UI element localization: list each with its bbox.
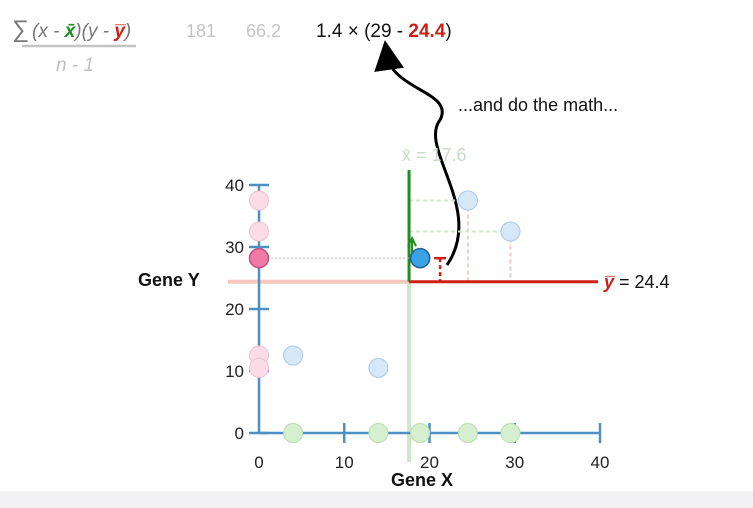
data-point-highlight xyxy=(409,247,431,269)
x-projection-point xyxy=(410,423,431,443)
sum-symbol: ∑ xyxy=(12,16,29,43)
covariance-formula: ∑ (x - x̄)(y - y̅) n - 1 xyxy=(12,16,136,76)
current-term: 1.4 × (29 - 24.4) xyxy=(316,21,452,42)
annotation-text: ...and do the math... xyxy=(458,95,618,115)
covariance-diagram: ∑ (x - x̄)(y - y̅) n - 1 181 66.2 1.4 × … xyxy=(12,16,670,490)
x-projection-point xyxy=(368,423,389,443)
formula-y-part: )(y - xyxy=(73,21,114,42)
current-term-prefix: 1.4 × (29 - xyxy=(316,21,408,42)
formula-denominator: n - 1 xyxy=(56,55,94,76)
x-projection-point xyxy=(457,423,478,443)
mean-y-value: = 24.4 xyxy=(614,272,670,292)
y-projection-point xyxy=(249,190,269,211)
running-value-2: 66.2 xyxy=(246,21,281,41)
formula-close: ) xyxy=(123,21,131,42)
x-tick-label-40: 40 xyxy=(591,453,610,472)
curved-arrow xyxy=(374,40,461,266)
data-point xyxy=(500,221,521,242)
x-projection-point xyxy=(500,423,521,443)
current-term-highlight: 24.4 xyxy=(408,21,445,42)
y-projection-point xyxy=(249,357,269,378)
y-tick-label-40: 40 xyxy=(225,176,244,195)
running-value-1: 181 xyxy=(186,21,216,41)
mean-x-label: x̄ = 17.6 xyxy=(402,145,467,165)
data-point xyxy=(457,190,478,211)
y-tick-label-20: 20 xyxy=(225,300,244,319)
data-point xyxy=(368,357,389,378)
bottom-strip xyxy=(0,491,753,508)
x-tick-label-20: 20 xyxy=(420,453,439,472)
y-projection-point xyxy=(249,221,269,242)
x-dev-arrowhead xyxy=(407,235,417,247)
formula-numerator: (x - x̄)(y - y̅) xyxy=(32,21,131,42)
x-tick-label-30: 30 xyxy=(505,453,524,472)
x-tick-label-0: 0 xyxy=(254,453,263,472)
formula-xbar: x̄ xyxy=(64,21,77,42)
y-tick-label-0: 0 xyxy=(235,424,244,443)
x-axis-label: Gene X xyxy=(391,470,453,490)
data-point xyxy=(283,345,304,366)
x-projection-point xyxy=(283,423,304,443)
y-tick-label-30: 30 xyxy=(225,238,244,257)
x-tick-label-10: 10 xyxy=(335,453,354,472)
y-axis-label: Gene Y xyxy=(138,270,200,290)
current-term-suffix: ) xyxy=(445,21,451,42)
mean-y-symbol: y̅ xyxy=(603,272,615,292)
y-projection-point-highlight xyxy=(248,247,270,269)
y-tick-label-10: 10 xyxy=(225,362,244,381)
mean-y-label: y̅ = 24.4 xyxy=(603,272,670,292)
formula-ybar: y̅ xyxy=(113,21,126,42)
scatter-plot: 0 10 20 30 40 0 10 20 30 40 xyxy=(225,170,609,472)
formula-x-part: (x - xyxy=(32,21,65,42)
